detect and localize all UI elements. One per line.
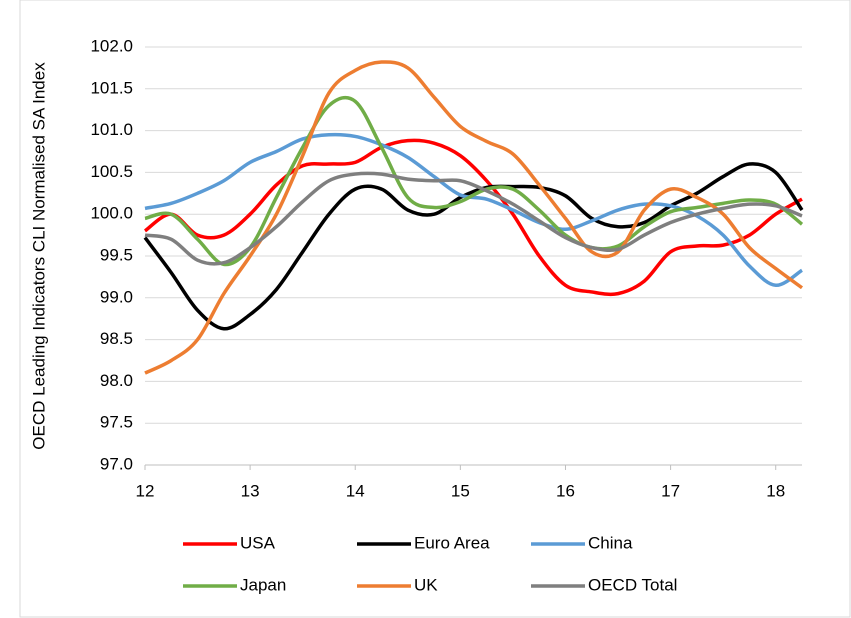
series-line — [143, 138, 803, 297]
series-line — [144, 60, 804, 375]
chart-border — [19, 0, 851, 618]
y-tick-label: 100.0 — [90, 204, 133, 223]
series-line — [144, 171, 803, 266]
x-tick-label: 18 — [766, 481, 785, 500]
x-tick-label: 17 — [661, 481, 680, 500]
y-tick-label: 101.5 — [90, 78, 133, 97]
y-tick-label: 101.0 — [90, 120, 133, 139]
legend-label: China — [588, 533, 633, 552]
legend-label: UK — [414, 575, 438, 594]
y-tick-label: 98.0 — [100, 371, 133, 390]
x-tick-label: 12 — [136, 481, 155, 500]
legend-label: OECD Total — [588, 575, 677, 594]
legend-label: Euro Area — [414, 533, 490, 552]
series-line — [144, 95, 804, 267]
y-tick-label: 98.5 — [100, 329, 133, 348]
y-tick-label: 97.5 — [100, 413, 133, 432]
x-tick-label: 14 — [346, 481, 365, 500]
x-tick-label: 13 — [241, 481, 260, 500]
x-tick-label: 16 — [556, 481, 575, 500]
y-tick-label: 99.0 — [100, 287, 133, 306]
y-tick-label: 99.5 — [100, 245, 133, 264]
legend-label: Japan — [240, 575, 286, 594]
legend-label: USA — [240, 533, 276, 552]
y-axis-label: OECD Leading Indicators CLI Normalised S… — [29, 62, 48, 450]
y-tick-label: 100.5 — [90, 162, 133, 181]
y-tick-label: 102.0 — [90, 36, 133, 55]
x-tick-label: 15 — [451, 481, 470, 500]
y-tick-label: 97.0 — [100, 454, 133, 473]
